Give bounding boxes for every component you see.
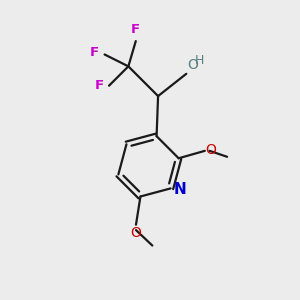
Text: H: H [195, 54, 204, 67]
Text: F: F [89, 46, 99, 59]
Text: F: F [131, 23, 140, 36]
Text: O: O [187, 58, 198, 72]
Text: O: O [206, 143, 216, 157]
Text: F: F [94, 79, 104, 92]
Text: N: N [174, 182, 186, 197]
Text: O: O [130, 226, 141, 240]
